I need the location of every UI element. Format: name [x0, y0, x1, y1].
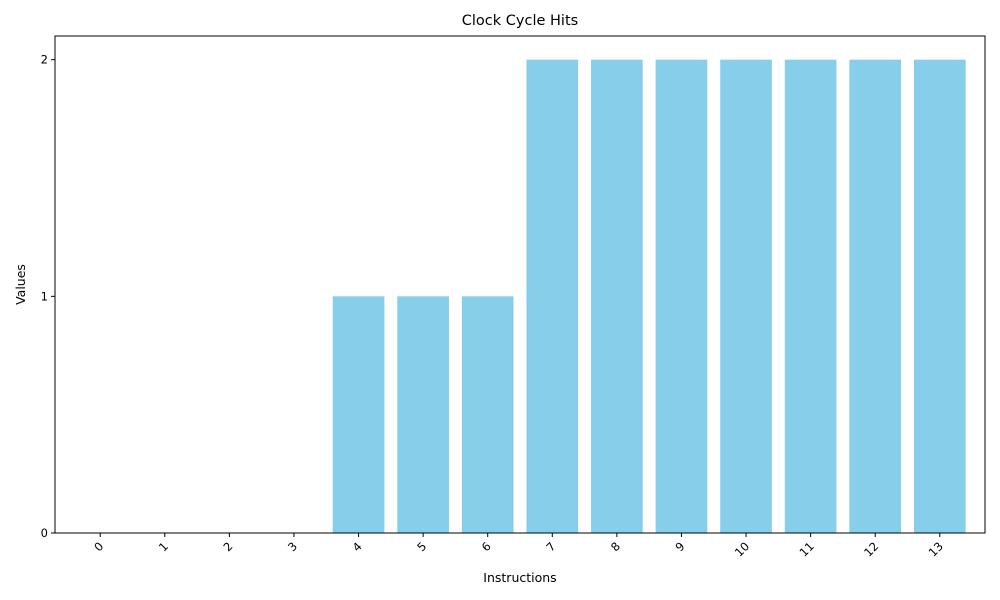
x-tick-label-3: 3 [285, 539, 300, 554]
x-axis: 0 1 2 3 4 5 6 7 8 9 10 11 12 13 [91, 533, 946, 559]
x-axis-label: Instructions [483, 570, 556, 585]
bar-5 [397, 296, 449, 533]
y-tick-label-1: 1 [41, 289, 48, 303]
bar-11 [784, 59, 837, 534]
x-tick-label-11: 11 [796, 539, 816, 559]
bar-4 [332, 296, 385, 533]
y-tick-label-0: 0 [41, 526, 48, 540]
x-tick-label-5: 5 [414, 539, 429, 554]
y-axis-label: Values [13, 264, 28, 305]
x-tick-label-10: 10 [732, 539, 752, 559]
plot-frame [54, 35, 986, 534]
bar-12 [849, 59, 902, 534]
x-tick-label-2: 2 [220, 539, 235, 554]
x-tick-label-13: 13 [926, 539, 946, 559]
x-tick-label-6: 6 [479, 539, 494, 554]
x-tick-label-0: 0 [91, 539, 106, 554]
x-tick-label-7: 7 [543, 539, 558, 554]
x-tick-label-9: 9 [672, 539, 687, 554]
bars-layer [332, 59, 966, 534]
bar-13 [913, 59, 966, 534]
y-tick-label-2: 2 [41, 53, 48, 67]
bar-10 [720, 59, 772, 534]
x-tick-label-12: 12 [861, 539, 881, 559]
y-axis: 0 1 2 [41, 53, 55, 540]
bar-9 [655, 59, 708, 534]
bar-8 [591, 59, 643, 534]
chart-title: Clock Cycle Hits [462, 13, 578, 29]
x-tick-label-8: 8 [608, 539, 623, 554]
x-tick-label-4: 4 [350, 539, 365, 554]
bar-6 [461, 296, 514, 533]
x-tick-label-1: 1 [156, 539, 171, 554]
bar-7 [526, 59, 579, 534]
